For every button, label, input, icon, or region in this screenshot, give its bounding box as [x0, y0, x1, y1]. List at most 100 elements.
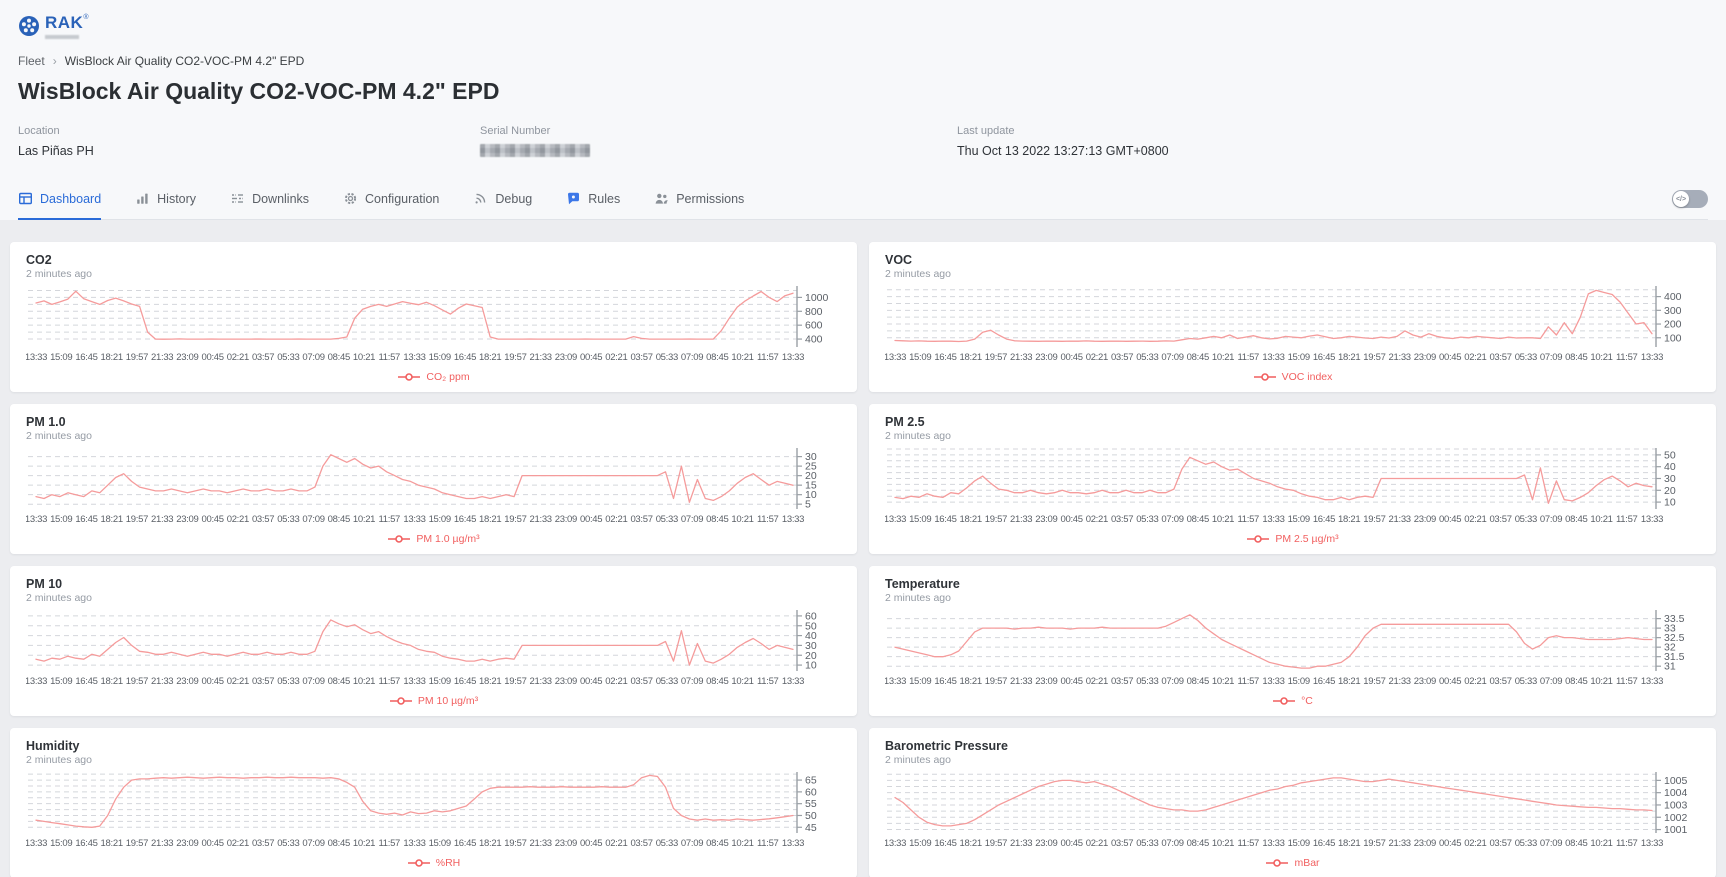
legend-label: VOC index: [1281, 371, 1333, 383]
svg-text:15:09: 15:09: [50, 352, 72, 363]
chart-title: VOC: [885, 253, 913, 267]
line-chart[interactable]: 45 50 55 60 65 13:33 15:09 16:45 18:21 19:57 21:33…: [25, 770, 841, 854]
svg-text:05:33: 05:33: [277, 352, 299, 363]
chart-legend[interactable]: VOC index: [885, 368, 1700, 386]
svg-text:16:45: 16:45: [454, 514, 476, 525]
tab-label: Configuration: [365, 191, 440, 206]
svg-text:20: 20: [805, 650, 817, 662]
legend-label: PM 10 µg/m³: [417, 695, 479, 707]
svg-text:07:09: 07:09: [1540, 514, 1562, 525]
svg-text:00:45: 00:45: [580, 514, 602, 525]
svg-text:32: 32: [1664, 642, 1676, 654]
breadcrumb-fleet-link[interactable]: Fleet: [18, 54, 45, 68]
svg-text:45: 45: [805, 822, 817, 834]
chart-legend[interactable]: mBar: [885, 854, 1700, 872]
svg-text:15:09: 15:09: [429, 514, 451, 525]
svg-text:15:09: 15:09: [1288, 838, 1310, 849]
line-chart[interactable]: 31 31.5 32 32.5 33 33.5 13:33 15:09 16:45 18:21 19…: [884, 608, 1700, 692]
svg-text:15:09: 15:09: [429, 676, 451, 687]
svg-text:11:57: 11:57: [1616, 352, 1638, 363]
svg-text:07:09: 07:09: [1161, 514, 1183, 525]
svg-text:16:45: 16:45: [454, 352, 476, 363]
svg-text:10: 10: [1664, 497, 1676, 509]
tab-configuration[interactable]: Configuration: [343, 178, 439, 219]
svg-text:21:33: 21:33: [151, 838, 173, 849]
chart-legend[interactable]: PM 10 µg/m³: [26, 692, 841, 710]
tab-permissions[interactable]: Permissions: [654, 178, 744, 219]
svg-text:05:33: 05:33: [656, 676, 678, 687]
chart-card: PM 10 2 minutes ago 10 20 30 40 50 60 13:33 15:…: [10, 566, 857, 716]
svg-text:18:21: 18:21: [960, 352, 982, 363]
chart-legend[interactable]: °C: [885, 692, 1700, 710]
svg-text:05:33: 05:33: [1136, 676, 1158, 687]
legend-label: CO₂ ppm: [426, 371, 470, 383]
svg-text:10:21: 10:21: [353, 838, 375, 849]
svg-text:19:57: 19:57: [126, 514, 148, 525]
svg-text:11:57: 11:57: [378, 838, 400, 849]
svg-text:16:45: 16:45: [1313, 676, 1335, 687]
svg-text:21:33: 21:33: [1389, 352, 1411, 363]
svg-text:23:09: 23:09: [176, 676, 198, 687]
gear-icon: [344, 192, 357, 205]
line-chart[interactable]: 1001 1002 1003 1004 1005 13:33 15:09 16:45 18:21…: [884, 770, 1700, 854]
tab-debug[interactable]: Debug: [473, 178, 532, 219]
svg-text:18:21: 18:21: [101, 838, 123, 849]
svg-text:15:09: 15:09: [429, 838, 451, 849]
svg-text:16:45: 16:45: [934, 514, 956, 525]
svg-text:23:09: 23:09: [1414, 676, 1436, 687]
svg-text:03:57: 03:57: [1111, 514, 1133, 525]
svg-text:18:21: 18:21: [101, 352, 123, 363]
svg-text:07:09: 07:09: [302, 514, 324, 525]
svg-text:00:45: 00:45: [1439, 514, 1461, 525]
svg-text:10:21: 10:21: [353, 514, 375, 525]
tab-downlinks[interactable]: Downlinks: [230, 178, 309, 219]
svg-text:02:21: 02:21: [1086, 514, 1108, 525]
svg-text:13:33: 13:33: [1262, 838, 1284, 849]
line-chart[interactable]: 10 20 30 40 50 13:33 15:09 16:45 18:21 19:57 21:33…: [884, 446, 1700, 530]
legend-line-marker-icon: [1266, 859, 1289, 867]
chart-legend[interactable]: PM 1.0 µg/m³: [26, 530, 841, 548]
tab-label: History: [157, 191, 197, 206]
svg-text:13:33: 13:33: [782, 352, 804, 363]
svg-text:23:09: 23:09: [555, 676, 577, 687]
line-chart[interactable]: 10 20 30 40 50 60 13:33 15:09 16:45 18:21 19:57 21:…: [25, 608, 841, 692]
legend-label: mBar: [1294, 857, 1320, 869]
chart-legend[interactable]: PM 2.5 µg/m³: [885, 530, 1700, 548]
svg-text:03:57: 03:57: [630, 676, 652, 687]
tab-history[interactable]: History: [135, 178, 196, 219]
line-chart[interactable]: 400 600 800 1000 13:33 15:09 16:45 18:21 19:57 21…: [25, 284, 841, 368]
code-view-toggle[interactable]: </>: [1672, 190, 1708, 208]
svg-text:08:45: 08:45: [1565, 676, 1587, 687]
dashboard-grid-icon: [19, 192, 33, 205]
svg-text:10:21: 10:21: [731, 838, 753, 849]
svg-text:23:09: 23:09: [176, 514, 198, 525]
svg-text:13:33: 13:33: [1262, 352, 1284, 363]
chart-legend[interactable]: %RH: [26, 854, 841, 872]
svg-text:07:09: 07:09: [1161, 676, 1183, 687]
svg-text:40: 40: [805, 630, 817, 642]
svg-text:400: 400: [1664, 291, 1682, 303]
svg-text:25: 25: [805, 461, 817, 473]
svg-text:16:45: 16:45: [934, 676, 956, 687]
svg-text:02:21: 02:21: [605, 676, 627, 687]
brand-logo[interactable]: RAK®: [18, 14, 1708, 50]
svg-text:18:21: 18:21: [1338, 514, 1360, 525]
svg-text:13:33: 13:33: [782, 838, 804, 849]
svg-text:20: 20: [1664, 485, 1676, 497]
tab-dashboard[interactable]: Dashboard: [18, 178, 102, 220]
svg-text:800: 800: [805, 306, 823, 318]
svg-text:02:21: 02:21: [1464, 352, 1486, 363]
svg-text:19:57: 19:57: [985, 352, 1007, 363]
svg-text:00:45: 00:45: [201, 514, 223, 525]
svg-text:23:09: 23:09: [1035, 838, 1057, 849]
line-chart[interactable]: 100 200 300 400 13:33 15:09 16:45 18:21 19:57 21:…: [884, 284, 1700, 368]
svg-text:18:21: 18:21: [101, 676, 123, 687]
line-chart[interactable]: 5 10 15 20 25 30 13:33 15:09 16:45 18:21 19:57 21:3…: [25, 446, 841, 530]
chart-legend[interactable]: CO₂ ppm: [26, 368, 841, 386]
svg-text:07:09: 07:09: [1540, 838, 1562, 849]
svg-text:10:21: 10:21: [1212, 676, 1234, 687]
device-info-row: Location Las Piñas PH Serial Number Last…: [18, 125, 1708, 158]
tab-rules[interactable]: Rules: [566, 178, 620, 219]
svg-text:13:33: 13:33: [1641, 676, 1663, 687]
